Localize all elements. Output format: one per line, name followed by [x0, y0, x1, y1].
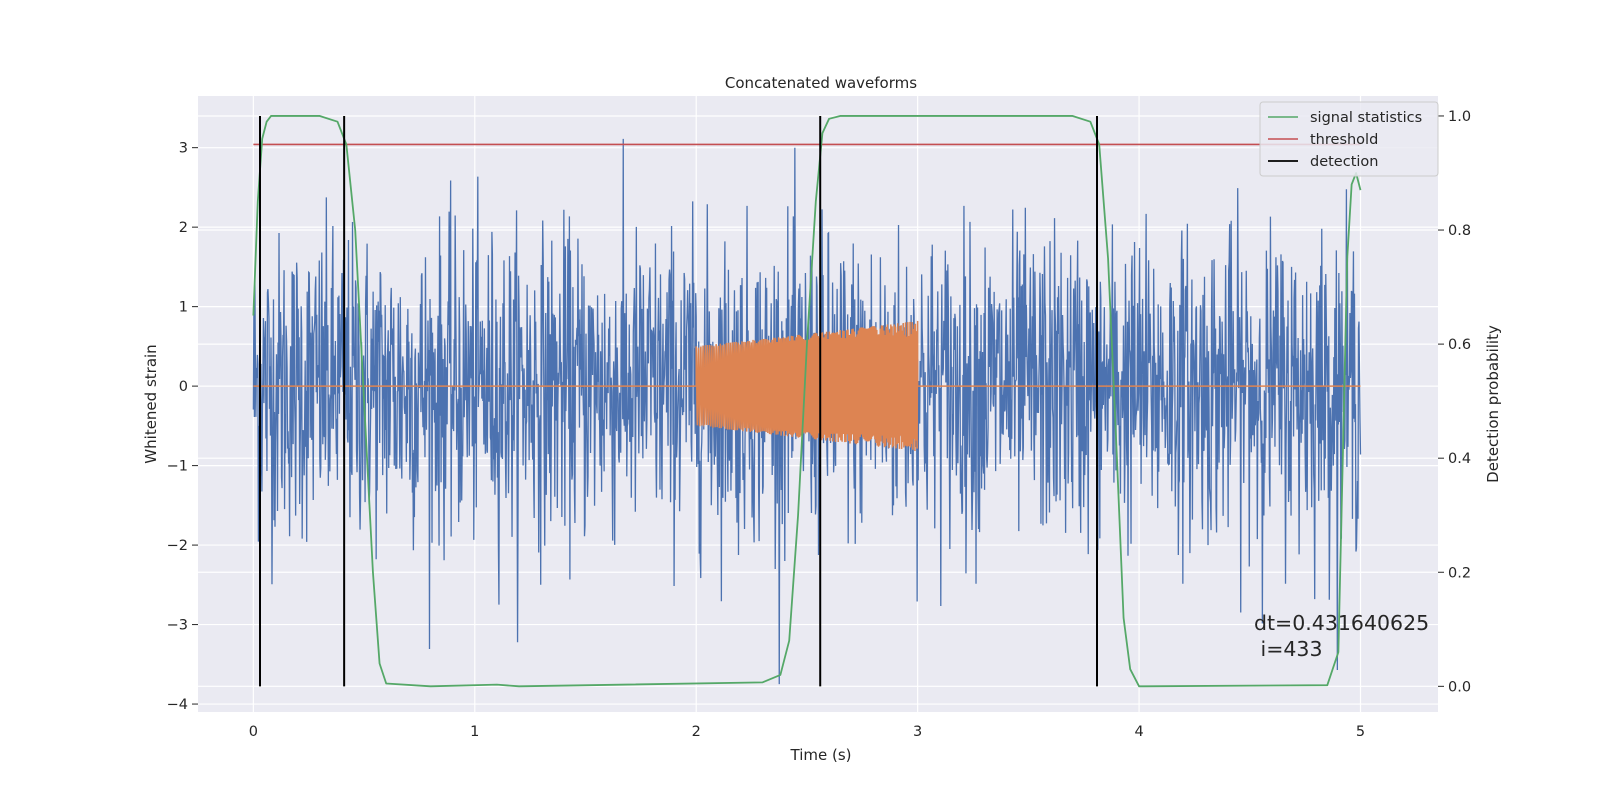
data-layer: [252, 115, 1362, 688]
y2-tick-label: 0.6: [1448, 337, 1471, 353]
legend-label-signal-statistics: signal statistics: [1310, 110, 1422, 126]
x-tick-label: 4: [1134, 724, 1143, 740]
x-tick-label: 0: [249, 724, 258, 740]
y2-tick-label: 0.2: [1448, 565, 1471, 581]
y-tick-label: 1: [179, 300, 188, 316]
y2-tick-label: 0.0: [1448, 679, 1471, 695]
legend: signal statistics threshold detection: [1259, 101, 1439, 177]
x-tick-label: 1: [470, 724, 479, 740]
y2-axis-label: Detection probability: [1484, 325, 1502, 483]
axes: 0 1 2 3 4 5 3 2 1 0 −1 −2 −3 −4 1.0 0.8 0.6 0.4 0.2 0.0: [167, 109, 1471, 740]
y-tick-label: 0: [179, 379, 188, 395]
legend-box: [1259, 101, 1439, 177]
injection-line: [253, 320, 1361, 451]
legend-label-detection: detection: [1310, 154, 1378, 170]
y-tick-label: 3: [179, 141, 188, 157]
y-axis-label: Whitened strain: [142, 344, 160, 463]
y-tick-label: −1: [167, 459, 188, 475]
y-tick-label: −2: [167, 538, 188, 554]
y2-tick-label: 0.4: [1448, 451, 1471, 467]
x-tick-label: 5: [1356, 724, 1365, 740]
y-tick-label: −3: [167, 618, 188, 634]
annotation-line: i=433: [1254, 637, 1323, 661]
y-tick-label: 2: [179, 220, 188, 236]
y2-tick-label: 1.0: [1448, 109, 1471, 125]
annotation-text: dt=0.431640625 i=433: [1254, 611, 1429, 661]
x-tick-label: 2: [692, 724, 701, 740]
legend-label-threshold: threshold: [1310, 132, 1378, 148]
x-axis-label: Time (s): [790, 746, 852, 764]
y2-tick-label: 0.8: [1448, 223, 1471, 239]
chart-title: Concatenated waveforms: [725, 74, 917, 92]
x-tick-label: 3: [913, 724, 922, 740]
signal-statistics-line: [252, 115, 1362, 688]
y-tick-label: −4: [167, 697, 188, 713]
annotation-line: dt=0.431640625: [1254, 611, 1429, 635]
